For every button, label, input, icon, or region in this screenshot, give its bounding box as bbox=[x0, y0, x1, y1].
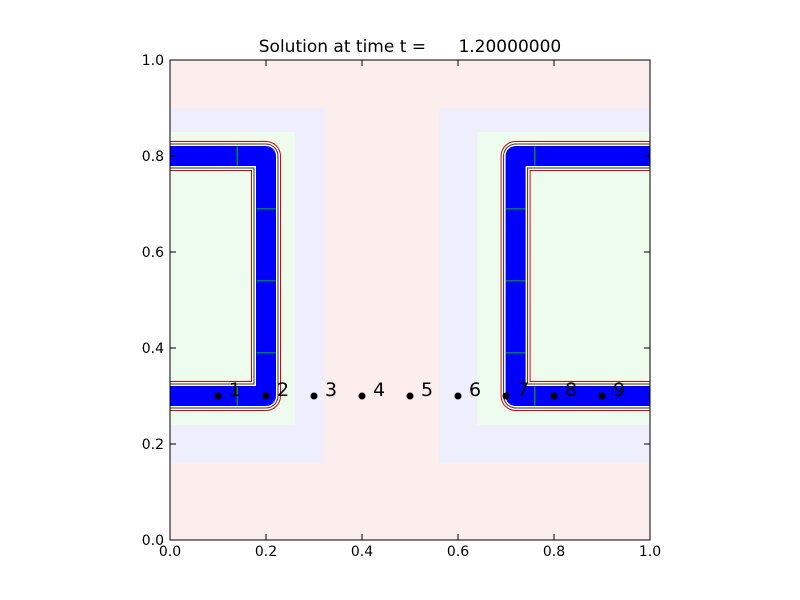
x-tick-label: 0.0 bbox=[159, 544, 181, 560]
x-tick-label: 1.0 bbox=[639, 544, 661, 560]
gauge-label-6: 6 bbox=[469, 379, 481, 401]
y-tick-label: 1.0 bbox=[142, 53, 164, 69]
gauge-point-3 bbox=[310, 392, 318, 400]
refinement-regions bbox=[170, 60, 650, 540]
y-tick-label: 0.0 bbox=[142, 533, 164, 549]
y-tick-label: 0.8 bbox=[142, 149, 164, 165]
gauge-label-3: 3 bbox=[325, 379, 337, 401]
channel-fill bbox=[505, 146, 650, 406]
gauge-label-5: 5 bbox=[421, 379, 433, 401]
y-tick-label: 0.6 bbox=[142, 245, 164, 261]
x-tick-label: 0.2 bbox=[255, 544, 277, 560]
gauge-label-9: 9 bbox=[613, 379, 625, 401]
gauge-point-1 bbox=[214, 392, 222, 400]
gauge-point-7 bbox=[502, 392, 510, 400]
y-axis-ticks: 0.0 0.2 0.4 0.6 0.8 1.0 bbox=[142, 53, 650, 549]
gauge-point-9 bbox=[598, 392, 606, 400]
plot-area: 1 2 3 4 5 6 7 8 9 bbox=[169, 59, 651, 541]
y-tick-label: 0.4 bbox=[142, 341, 164, 357]
gauge-label-4: 4 bbox=[373, 379, 385, 401]
gauge-point-4 bbox=[358, 392, 366, 400]
gauge-point-2 bbox=[262, 392, 270, 400]
gauge-label-8: 8 bbox=[565, 379, 577, 401]
gauge-label-7: 7 bbox=[517, 379, 529, 401]
gauge-label-2: 2 bbox=[277, 379, 289, 401]
gauge-label-1: 1 bbox=[229, 379, 241, 401]
flow-channels bbox=[170, 141, 650, 411]
chart-title: Solution at time t = 1.20000000 bbox=[259, 37, 561, 57]
x-axis-ticks: 0.0 0.2 0.4 0.6 0.8 1.0 bbox=[159, 60, 661, 560]
channel-right bbox=[500, 141, 650, 411]
gauge-point-5 bbox=[406, 392, 414, 400]
gauge-points: 1 2 3 4 5 6 7 8 9 bbox=[214, 379, 625, 401]
x-tick-label: 0.4 bbox=[351, 544, 373, 560]
gauge-point-8 bbox=[550, 392, 558, 400]
x-tick-label: 0.6 bbox=[447, 544, 469, 560]
x-tick-label: 0.8 bbox=[543, 544, 565, 560]
gauge-point-6 bbox=[454, 392, 462, 400]
axes-frame bbox=[169, 59, 651, 541]
y-tick-label: 0.2 bbox=[142, 437, 164, 453]
